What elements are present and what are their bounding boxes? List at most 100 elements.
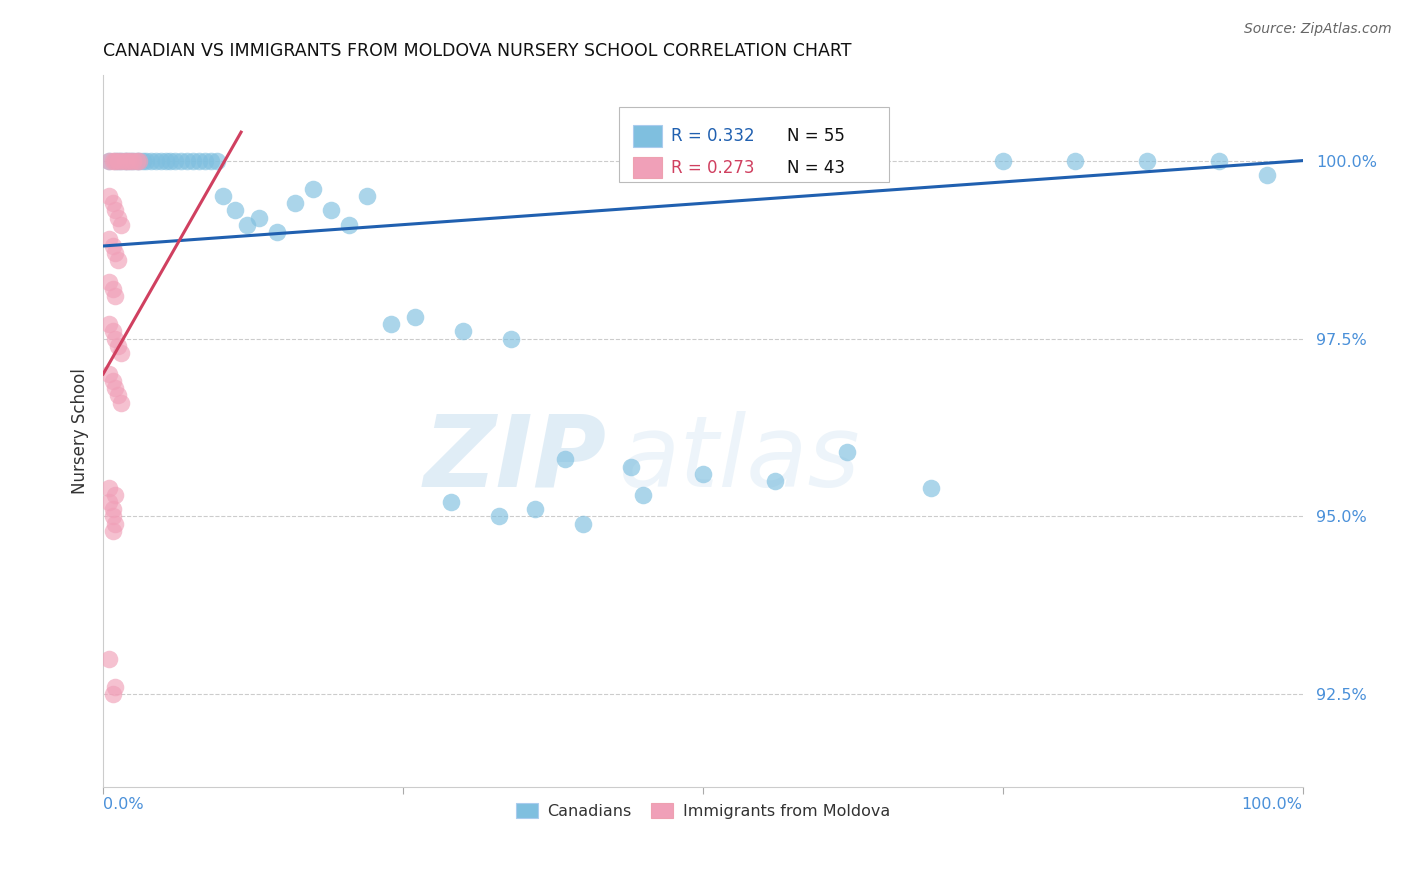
FancyBboxPatch shape xyxy=(633,125,662,146)
Point xyxy=(188,153,211,168)
Point xyxy=(110,218,132,232)
Point xyxy=(107,153,129,168)
Point xyxy=(404,310,426,325)
Point xyxy=(337,218,360,232)
Point xyxy=(122,153,145,168)
Point xyxy=(115,153,138,168)
Point xyxy=(176,153,198,168)
Point xyxy=(128,153,150,168)
Point xyxy=(107,338,129,352)
Point xyxy=(302,182,325,196)
Point xyxy=(247,211,270,225)
Point xyxy=(835,445,858,459)
Point xyxy=(170,153,193,168)
Point xyxy=(104,246,127,260)
Text: Source: ZipAtlas.com: Source: ZipAtlas.com xyxy=(1244,22,1392,37)
Point xyxy=(101,153,124,168)
Point xyxy=(181,153,204,168)
Point xyxy=(98,153,121,168)
Point xyxy=(101,196,124,211)
Point xyxy=(159,153,181,168)
Point xyxy=(110,395,132,409)
Point xyxy=(284,196,307,211)
Point xyxy=(104,680,127,694)
Point xyxy=(107,388,129,402)
Point xyxy=(101,509,124,524)
Point xyxy=(499,331,522,345)
Point xyxy=(98,189,121,203)
Text: 0.0%: 0.0% xyxy=(103,797,143,813)
Point xyxy=(135,153,157,168)
Y-axis label: Nursery School: Nursery School xyxy=(72,368,89,494)
Text: R = 0.332: R = 0.332 xyxy=(671,128,754,145)
Point xyxy=(101,502,124,516)
Point xyxy=(920,481,942,495)
Text: CANADIAN VS IMMIGRANTS FROM MOLDOVA NURSERY SCHOOL CORRELATION CHART: CANADIAN VS IMMIGRANTS FROM MOLDOVA NURS… xyxy=(103,42,852,60)
Point xyxy=(451,325,474,339)
Point xyxy=(1256,168,1278,182)
Point xyxy=(380,318,402,332)
Point xyxy=(125,153,148,168)
Point xyxy=(118,153,141,168)
Point xyxy=(104,381,127,395)
Point xyxy=(101,374,124,388)
Point xyxy=(572,516,595,531)
Point xyxy=(125,153,148,168)
Legend: Canadians, Immigrants from Moldova: Canadians, Immigrants from Moldova xyxy=(509,797,897,825)
Point xyxy=(118,153,141,168)
Point xyxy=(104,203,127,218)
Point xyxy=(114,153,136,168)
Point xyxy=(98,495,121,509)
Text: R = 0.273: R = 0.273 xyxy=(671,160,754,178)
Point xyxy=(122,153,145,168)
Point xyxy=(98,232,121,246)
Point xyxy=(98,275,121,289)
Text: N = 55: N = 55 xyxy=(787,128,845,145)
Point xyxy=(104,516,127,531)
Point xyxy=(763,474,786,488)
Point xyxy=(110,345,132,359)
Point xyxy=(194,153,217,168)
Point xyxy=(98,481,121,495)
Point xyxy=(115,153,138,168)
Point xyxy=(524,502,547,516)
Point xyxy=(200,153,222,168)
Point xyxy=(139,153,162,168)
Point xyxy=(107,211,129,225)
Point xyxy=(155,153,177,168)
Point xyxy=(104,289,127,303)
FancyBboxPatch shape xyxy=(619,107,889,182)
Point xyxy=(319,203,342,218)
FancyBboxPatch shape xyxy=(633,157,662,178)
Point xyxy=(165,153,187,168)
Text: atlas: atlas xyxy=(619,411,860,508)
Point xyxy=(98,153,121,168)
Point xyxy=(110,153,132,168)
Point xyxy=(98,318,121,332)
Point xyxy=(356,189,378,203)
Point xyxy=(101,524,124,538)
Point xyxy=(98,651,121,665)
Point xyxy=(440,495,463,509)
Point xyxy=(266,225,288,239)
Point xyxy=(620,459,643,474)
Point xyxy=(114,153,136,168)
Point xyxy=(98,367,121,381)
Point xyxy=(104,153,127,168)
Point xyxy=(212,189,235,203)
Point xyxy=(1208,153,1230,168)
Point xyxy=(132,153,155,168)
Text: N = 43: N = 43 xyxy=(787,160,845,178)
Point xyxy=(104,331,127,345)
Point xyxy=(128,153,150,168)
Point xyxy=(692,467,714,481)
Point xyxy=(101,687,124,701)
Point xyxy=(110,153,132,168)
Point xyxy=(101,325,124,339)
Point xyxy=(101,282,124,296)
Text: 100.0%: 100.0% xyxy=(1241,797,1303,813)
Text: ZIP: ZIP xyxy=(425,411,607,508)
Point xyxy=(104,153,127,168)
Point xyxy=(107,253,129,268)
Point xyxy=(145,153,167,168)
